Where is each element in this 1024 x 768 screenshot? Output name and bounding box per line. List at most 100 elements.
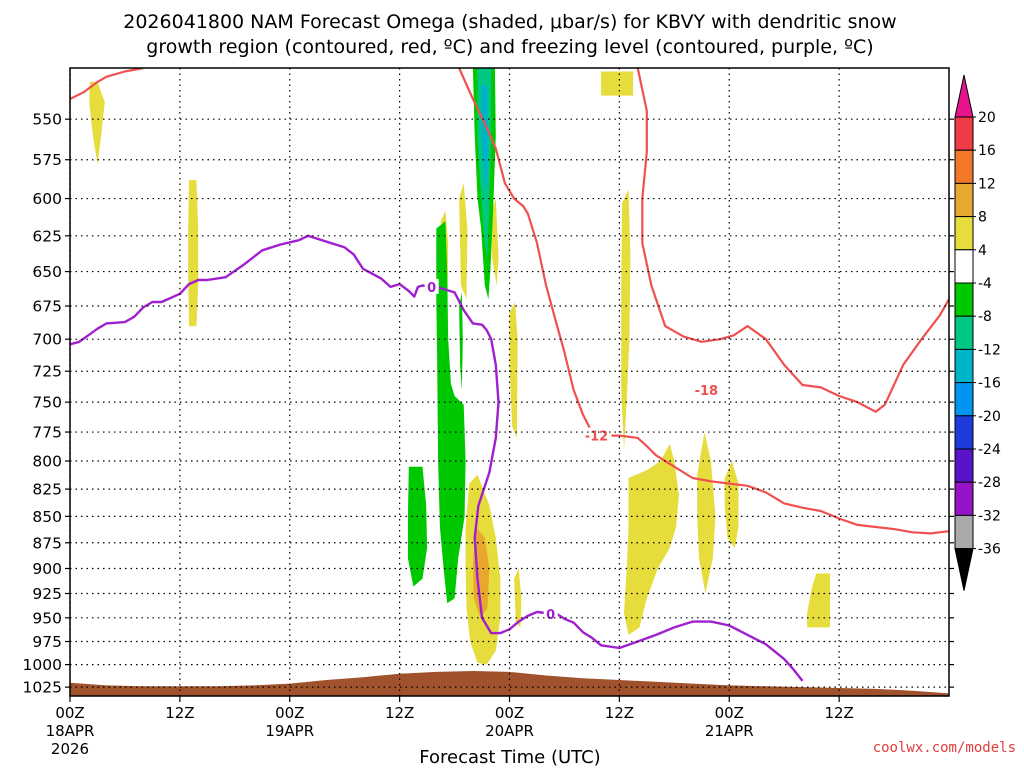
- colorbar-swatch-6: [954, 315, 974, 350]
- x-axis-label: Forecast Time (UTC): [419, 747, 600, 768]
- colorbar-label-3: 8: [978, 210, 987, 226]
- colorbar-label-5: -4: [978, 276, 992, 292]
- x-tick-date-48: 20APR: [485, 722, 534, 740]
- omega-region-10: [514, 568, 522, 628]
- x-tick-label-36: 12Z: [385, 704, 414, 722]
- colorbar-label-8: -16: [978, 376, 1001, 392]
- y-tick-label-725: 725: [32, 363, 62, 381]
- colorbar-swatch-7: [954, 348, 974, 384]
- terrain-fill: [70, 671, 949, 696]
- colorbar-swatch-9: [954, 415, 974, 450]
- omega-region-6: [621, 189, 631, 450]
- y-tick-label-875: 875: [32, 534, 62, 552]
- omega-region-18: [459, 292, 463, 390]
- omega-region-15: [407, 466, 428, 587]
- y-tick-label-950: 950: [32, 609, 62, 627]
- x-tick-label-84: 12Z: [824, 704, 853, 722]
- x-tick-date-0: 18APR: [46, 722, 95, 740]
- y-tick-label-750: 750: [32, 394, 62, 412]
- omega-region-14: [807, 573, 830, 628]
- credit-text: coolwx.com/models: [873, 740, 1016, 756]
- x-tick-label-60: 12Z: [605, 704, 634, 722]
- chart-title-line1: 2026041800 NAM Forecast Omega (shaded, μ…: [123, 11, 896, 33]
- dgz-contour--18-1: [636, 68, 949, 413]
- y-tick-label-925: 925: [32, 585, 62, 603]
- colorbar-label-6: -8: [978, 309, 992, 325]
- colorbar-label-12: -32: [978, 508, 1001, 524]
- omega-region-11: [624, 443, 679, 635]
- y-tick-label-975: 975: [32, 633, 62, 651]
- colorbar-bottom-arrow: [954, 548, 974, 591]
- y-tick-label-625: 625: [32, 227, 62, 245]
- colorbar-swatch-3: [954, 216, 974, 251]
- y-tick-label-550: 550: [32, 111, 62, 129]
- omega-region-5: [491, 198, 499, 286]
- x-tick-date-72: 21APR: [705, 722, 754, 740]
- x-tick-label-48: 00Z: [495, 704, 524, 722]
- y-tick-label-800: 800: [32, 453, 62, 471]
- x-tick-label-72: 00Z: [715, 704, 744, 722]
- contour-label-1: 0: [546, 608, 555, 623]
- y-tick-label-825: 825: [32, 481, 62, 499]
- colorbar-swatch-2: [954, 182, 974, 218]
- contour-label-bg-0: [424, 278, 439, 294]
- omega-region-7: [601, 71, 634, 96]
- omega-region-13: [724, 461, 739, 548]
- colorbar-label-10: -24: [978, 442, 1001, 458]
- y-tick-label-675: 675: [32, 298, 62, 316]
- y-tick-label-850: 850: [32, 508, 62, 526]
- colorbar-swatch-12: [954, 514, 974, 550]
- x-tick-label-24: 00Z: [275, 704, 304, 722]
- contour-label-3: -18: [695, 384, 719, 399]
- x-tick-label-12: 12Z: [165, 704, 194, 722]
- omega-region-16: [436, 221, 466, 604]
- x-tick-date-24: 19APR: [265, 722, 314, 740]
- colorbar-label-2: 12: [978, 176, 996, 192]
- y-tick-label-1025: 1025: [23, 679, 62, 697]
- colorbar-top-arrow: [954, 74, 974, 118]
- y-tick-label-575: 575: [32, 151, 62, 169]
- x-tick-year-0: 2026: [51, 740, 89, 758]
- omega-region-3: [459, 183, 468, 300]
- dgz-contour--12-0: [458, 68, 949, 535]
- colorbar-swatch-11: [954, 481, 974, 516]
- omega-region-9: [472, 527, 490, 618]
- chart-title-line2: growth region (contoured, red, ºC) and f…: [146, 36, 873, 58]
- colorbar-label-1: 16: [978, 143, 996, 159]
- colorbar-label-13: -36: [978, 542, 1001, 558]
- y-tick-label-1000: 1000: [23, 656, 62, 674]
- colorbar-swatch-5: [954, 282, 974, 317]
- contour-label-bg-3: [691, 381, 722, 397]
- omega-region-12: [697, 432, 716, 594]
- omega-region-4: [509, 302, 518, 438]
- contour-label-bg-2: [581, 427, 612, 443]
- colorbar-legend: 20 16 12 8 4 -4 -8 -12 -16 -20 -24 -28 -32 -36: [954, 74, 1001, 591]
- y-tick-label-700: 700: [32, 331, 62, 349]
- omega-region-20: [481, 85, 489, 191]
- y-axis: 550 575 600 625 650 675 700 725 750 775 800 825 850 8…: [23, 111, 954, 697]
- colorbar-label-9: -20: [978, 409, 1001, 425]
- colorbar-swatch-8: [954, 382, 974, 417]
- x-tick-label-0: 00Z: [55, 704, 84, 722]
- contour-label-2: -12: [585, 430, 609, 445]
- grid: [69, 68, 949, 696]
- colorbar-label-0: 20: [978, 110, 996, 126]
- colorbar-label-7: -12: [978, 342, 1001, 358]
- omega-region-1: [188, 180, 199, 327]
- y-tick-label-775: 775: [32, 424, 62, 442]
- y-tick-label-900: 900: [32, 560, 62, 578]
- colorbar-label-11: -28: [978, 475, 1001, 491]
- omega-region-0: [89, 81, 105, 165]
- freezing-level-line: [70, 234, 804, 682]
- y-tick-label-650: 650: [32, 263, 62, 281]
- colorbar-swatch-0: [954, 116, 974, 151]
- colorbar-label-4: 4: [978, 243, 987, 259]
- colorbar-swatch-4: [954, 249, 974, 284]
- colorbar-swatch-1: [954, 149, 974, 184]
- dgz-contour--18-0: [70, 68, 144, 100]
- y-tick-label-600: 600: [32, 190, 62, 208]
- contour-label-0: 0: [427, 281, 436, 296]
- colorbar-swatch-10: [954, 448, 974, 483]
